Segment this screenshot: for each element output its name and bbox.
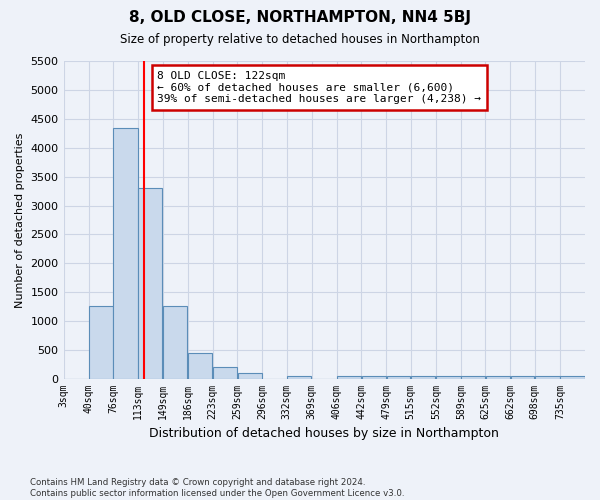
Bar (188, 352, 212, 378)
Y-axis label: Number of detached properties: Number of detached properties (15, 132, 25, 308)
Bar (535, 376, 560, 378)
Bar (560, 376, 584, 378)
Bar (113, 128, 138, 378)
X-axis label: Distribution of detached houses by size in Northampton: Distribution of detached houses by size … (149, 427, 499, 440)
Bar (337, 376, 361, 378)
Bar (386, 376, 410, 378)
Bar (287, 376, 311, 378)
Bar (411, 376, 436, 378)
Bar (485, 376, 510, 378)
Text: Contains HM Land Registry data © Crown copyright and database right 2024.
Contai: Contains HM Land Registry data © Crown c… (30, 478, 404, 498)
Bar (238, 373, 262, 378)
Text: Size of property relative to detached houses in Northampton: Size of property relative to detached ho… (120, 32, 480, 46)
Bar (461, 376, 485, 378)
Bar (436, 376, 461, 378)
Bar (139, 188, 162, 378)
Bar (511, 376, 535, 378)
Bar (362, 376, 386, 378)
Bar (163, 306, 187, 378)
Bar (89, 306, 113, 378)
Text: 8 OLD CLOSE: 122sqm
← 60% of detached houses are smaller (6,600)
39% of semi-det: 8 OLD CLOSE: 122sqm ← 60% of detached ho… (157, 71, 481, 104)
Text: 8, OLD CLOSE, NORTHAMPTON, NN4 5BJ: 8, OLD CLOSE, NORTHAMPTON, NN4 5BJ (129, 10, 471, 25)
Bar (213, 367, 237, 378)
